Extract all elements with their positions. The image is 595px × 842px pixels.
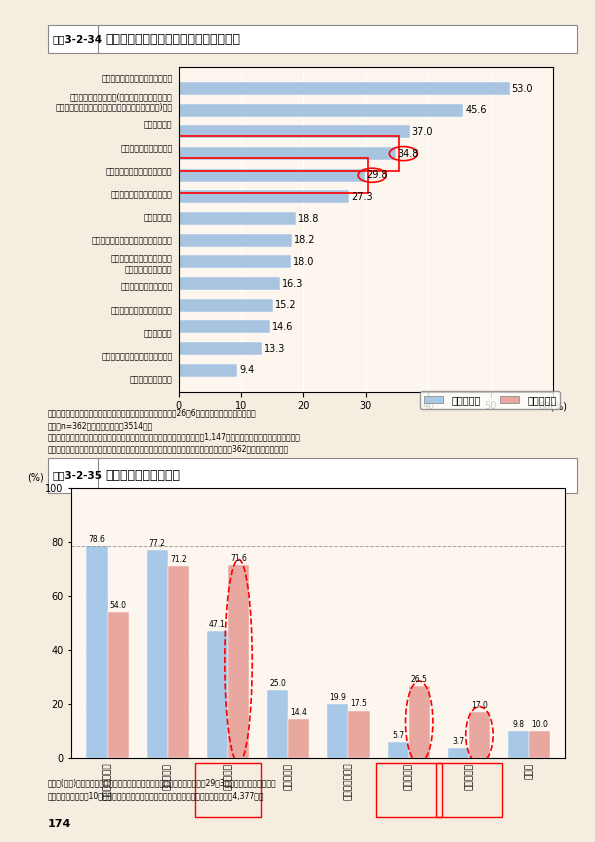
Bar: [207, 631, 228, 758]
Bar: [178, 364, 237, 377]
Legend: 親元就農者, 新規参入者: 親元就農者, 新規参入者: [420, 391, 560, 408]
FancyBboxPatch shape: [48, 458, 577, 493]
Bar: [178, 321, 270, 333]
Bar: [178, 299, 274, 312]
Text: 25.0: 25.0: [269, 679, 286, 688]
Bar: [409, 686, 430, 758]
Bar: [327, 704, 349, 758]
Text: 5.7: 5.7: [392, 732, 404, 740]
Text: 47.1: 47.1: [209, 620, 226, 629]
Bar: [168, 566, 189, 758]
Text: 29.8: 29.8: [367, 170, 388, 180]
Text: その地域の名物料理を食べる: その地域の名物料理を食べる: [111, 190, 173, 200]
Bar: [349, 711, 369, 758]
Bar: [448, 748, 469, 758]
Text: 15.2: 15.2: [275, 301, 297, 311]
Text: 図表3-2-34: 図表3-2-34: [53, 35, 103, 45]
Text: 27.3: 27.3: [351, 192, 372, 202]
Text: 9.4: 9.4: [239, 365, 254, 376]
Bar: [108, 612, 129, 758]
Text: 37.0: 37.0: [412, 127, 433, 137]
Bar: [178, 234, 292, 247]
Text: 34.8: 34.8: [398, 148, 419, 158]
Bar: [178, 190, 349, 204]
Bar: [147, 550, 168, 758]
Text: 10.0: 10.0: [531, 720, 548, 728]
FancyBboxPatch shape: [48, 25, 577, 53]
Text: 77.2: 77.2: [149, 539, 165, 547]
Bar: [529, 731, 550, 758]
Bar: [178, 255, 291, 269]
Text: (%): (%): [27, 473, 43, 483]
Text: 農林漁業（主な所得源として）: 農林漁業（主な所得源として）: [106, 167, 173, 176]
Bar: [178, 83, 509, 95]
Bar: [178, 147, 396, 160]
Text: 飲食店・ペンションなどの自営業: 飲食店・ペンションなどの自営業: [101, 352, 173, 361]
Text: 資料：(一社)全国農業会議所「新規就農者の就農実態に関する調査」（平成29年3月）より国土交通省作成: 資料：(一社)全国農業会議所「新規就農者の就農実態に関する調査」（平成29年3月…: [48, 779, 276, 788]
Text: 何もせずのんびり過ごす: 何もせずのんびり過ごす: [120, 283, 173, 292]
Text: 注：就農後おおむね10年以内の新規就農者を対象にしたアンケート調査（有効回答数：4,377人）: 注：就農後おおむね10年以内の新規就農者を対象にしたアンケート調査（有効回答数：…: [48, 791, 264, 801]
Text: 14.4: 14.4: [290, 708, 307, 717]
Bar: [387, 743, 409, 758]
Text: 14.6: 14.6: [271, 322, 293, 332]
Text: 18.8: 18.8: [298, 214, 319, 224]
Bar: [178, 125, 409, 138]
Bar: [178, 212, 296, 225]
Bar: [508, 732, 529, 758]
Text: 会社勤めなどの仕事: 会社勤めなどの仕事: [130, 376, 173, 385]
Text: 26.5: 26.5: [411, 675, 428, 685]
Text: 地域貢献活動: 地域貢献活動: [144, 120, 173, 130]
Text: 71.6: 71.6: [230, 554, 247, 562]
Text: 18.0: 18.0: [293, 257, 314, 267]
Text: 17.5: 17.5: [350, 700, 368, 708]
Bar: [86, 546, 108, 758]
Text: 16.3: 16.3: [282, 279, 303, 289]
Text: 18.2: 18.2: [294, 235, 315, 245]
Text: わら細工、草木染めや園芸、
木工等の工芸品づくり: わら細工、草木染めや園芸、 木工等の工芸品づくり: [111, 254, 173, 274]
Text: スキー、水泳などのスポーツ: スキー、水泳などのスポーツ: [111, 306, 173, 315]
Text: そば打ちや乳製品などの加工品づくり: そば打ちや乳製品などの加工品づくり: [92, 237, 173, 246]
Text: 9.8: 9.8: [512, 720, 525, 729]
Text: 注１：n=362（複数回答総数：3514％）: 注１：n=362（複数回答総数：3514％）: [48, 421, 153, 430]
Text: 地域での起業: 地域での起業: [144, 329, 173, 338]
Text: 71.2: 71.2: [170, 555, 187, 564]
Bar: [469, 712, 490, 758]
Text: 労働生産性の自然観察(星空、ほたる、山野草、
ホエールウォッチング、イルカウォッチングなど)向上: 労働生産性の自然観察(星空、ほたる、山野草、 ホエールウォッチング、イルカウォッ…: [55, 93, 173, 112]
Text: 就農時に苦労したこと: 就農時に苦労したこと: [106, 469, 181, 482]
Text: 観光地めぐり: 観光地めぐり: [144, 213, 173, 222]
Text: 図表3-2-35: 図表3-2-35: [53, 471, 103, 481]
Text: 78.6: 78.6: [89, 535, 105, 544]
Bar: [178, 104, 464, 117]
Bar: [288, 719, 309, 758]
Text: 農山漁村地域に定住して過ごしたいこと: 農山漁村地域に定住して過ごしたいこと: [106, 33, 241, 45]
Text: 54.0: 54.0: [109, 601, 127, 610]
Text: 45.6: 45.6: [465, 105, 487, 115]
Text: 53.0: 53.0: [512, 83, 533, 93]
Text: 13.3: 13.3: [264, 344, 285, 354]
Text: 174: 174: [48, 819, 71, 829]
Text: 3.7: 3.7: [452, 737, 465, 746]
Text: みたいという願望の有無について「ある」、「どちらかというとある」と回答した362人に聞いた質問項目: みたいという願望の有無について「ある」、「どちらかというとある」と回答した362…: [48, 445, 289, 454]
Text: 農林漁業（趣味として）: 農林漁業（趣味として）: [120, 144, 173, 153]
Text: 注２：居住地域が「都市地域」、「どちらかというと都市地域」と回答した1,147人のうち、農山漁村地域に定住して: 注２：居住地域が「都市地域」、「どちらかというと都市地域」と回答した1,147人…: [48, 433, 300, 442]
Bar: [228, 565, 249, 758]
Bar: [178, 168, 365, 182]
Bar: [267, 690, 288, 758]
Text: 地域の人たちとの交流・ふれあい: 地域の人たちとの交流・ふれあい: [101, 74, 173, 83]
Text: 17.0: 17.0: [471, 701, 488, 710]
Text: 19.9: 19.9: [330, 693, 346, 702]
Text: 資料：内閣府政府広報室「農山漁村に関する世論調査」（平成26年6月調査）より国土交通省作成: 資料：内閣府政府広報室「農山漁村に関する世論調査」（平成26年6月調査）より国土…: [48, 408, 256, 418]
Bar: [178, 277, 280, 290]
Bar: [178, 342, 262, 355]
